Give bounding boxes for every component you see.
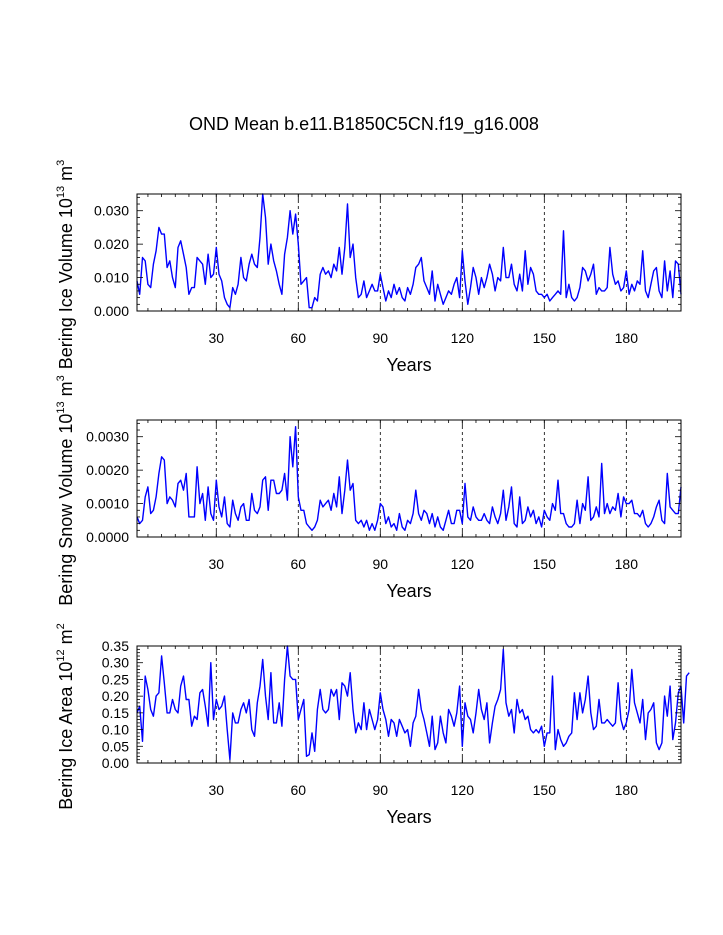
x-tick-label: 120 — [451, 782, 475, 798]
y-tick-label: 0.030 — [94, 203, 129, 219]
x-tick-label: 90 — [373, 330, 389, 346]
y-axis-label: Bering Ice Area 1012 m2 — [55, 623, 76, 809]
plot-frame — [136, 419, 682, 538]
y-tick-label: 0.35 — [102, 638, 129, 654]
panel-3: 30 60 90 120 150 1800.000.050.100.150.200.250… — [55, 623, 690, 827]
y-tick-label: 0.0020 — [86, 462, 129, 478]
y-tick-label: 0.25 — [102, 671, 129, 687]
x-tick-label: 150 — [533, 782, 557, 798]
x-tick-label: 180 — [615, 556, 639, 572]
y-tick-label: 0.000 — [94, 303, 129, 319]
plot-frame — [136, 193, 682, 312]
series-line — [136, 193, 682, 309]
y-tick-label: 0.010 — [94, 270, 129, 286]
x-tick-label: 60 — [290, 782, 306, 798]
x-tick-label: 120 — [451, 556, 475, 572]
series-line — [136, 645, 690, 761]
y-axis-label: Bering Ice Volume 1013 m3 — [55, 160, 76, 369]
y-tick-label: 0.10 — [102, 722, 129, 738]
x-tick-label: 90 — [373, 782, 389, 798]
y-tick-label: 0.00 — [102, 755, 129, 771]
x-axis-label: Years — [386, 807, 431, 827]
x-tick-label: 180 — [615, 782, 639, 798]
plot-frame — [136, 645, 682, 764]
x-axis-label: Years — [386, 355, 431, 375]
x-tick-label: 180 — [615, 330, 639, 346]
x-tick-label: 120 — [451, 330, 475, 346]
x-tick-label: 60 — [290, 556, 306, 572]
y-axis-label: Bering Snow Volume 1013 m3 — [55, 375, 76, 606]
panel-1: 30 60 90 120 150 180 0.000 0.010 0.020 0.030 Years… — [55, 160, 682, 375]
y-tick-label: 0.020 — [94, 236, 129, 252]
x-tick-label: 30 — [208, 782, 224, 798]
y-tick-label: 0.30 — [102, 655, 129, 671]
x-tick-label: 30 — [208, 556, 224, 572]
y-tick-label: 0.15 — [102, 705, 129, 721]
y-tick-label: 0.20 — [102, 688, 129, 704]
x-tick-label: 150 — [533, 556, 557, 572]
y-tick-label: 0.0000 — [86, 529, 129, 545]
x-tick-label: 90 — [373, 556, 389, 572]
series-line — [136, 426, 682, 531]
y-tick-label: 0.05 — [102, 738, 129, 754]
x-tick-label: 150 — [533, 330, 557, 346]
x-axis-label: Years — [386, 581, 431, 601]
panel-2: 30 60 90 120 150 180 0.0000 0.0010 0.0020 0.0030 Y… — [55, 375, 682, 606]
x-tick-label: 30 — [208, 330, 224, 346]
y-tick-label: 0.0030 — [86, 429, 129, 445]
x-tick-label: 60 — [290, 330, 306, 346]
y-tick-label: 0.0010 — [86, 496, 129, 512]
chart-title: OND Mean b.e11.B1850C5CN.f19_g16.008 — [189, 114, 539, 135]
